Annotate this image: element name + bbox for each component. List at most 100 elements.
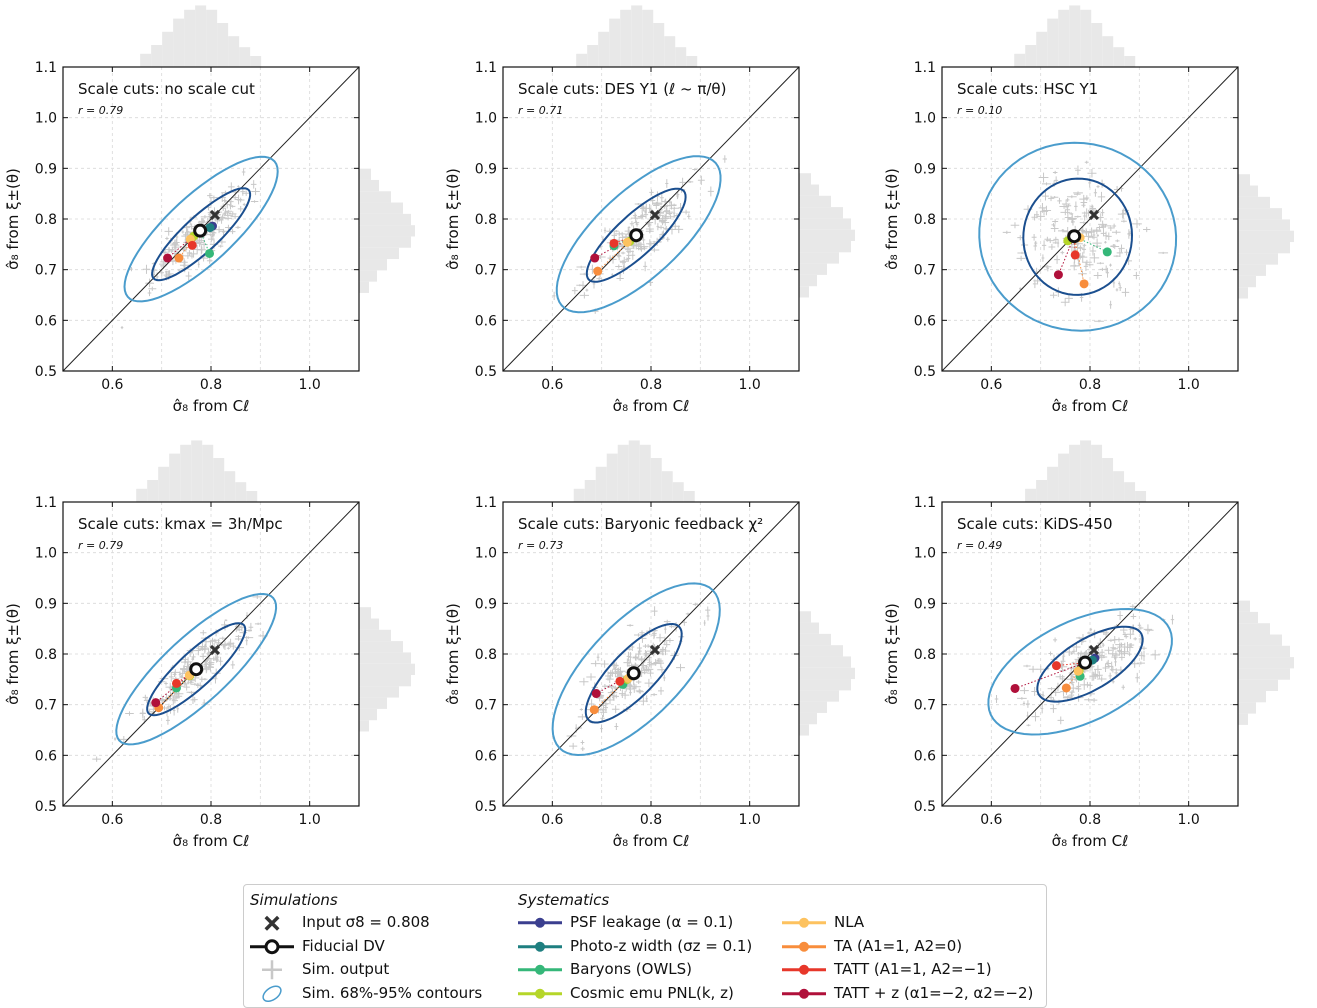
sim-point (1010, 222, 1020, 229)
x-axis-label: σ̂₈ from Cℓ (1052, 832, 1129, 850)
sim-point (1120, 642, 1123, 648)
sim-point (234, 637, 243, 641)
y-tick-label: 0.8 (914, 212, 936, 228)
sim-point (228, 198, 234, 206)
histogram-bar (147, 480, 159, 502)
sim-point (1070, 264, 1081, 267)
x-tick-label: 0.8 (200, 377, 222, 393)
sim-point (1079, 679, 1089, 690)
sim-point (1118, 654, 1126, 661)
sim-point (223, 213, 233, 217)
histogram-bar (799, 286, 809, 298)
dot-errorbar-icon (518, 988, 562, 999)
histogram-bar (628, 440, 640, 502)
sim-point (599, 707, 608, 717)
sim-point (215, 218, 223, 221)
histogram-bar (1238, 645, 1290, 658)
sim-point (1052, 241, 1059, 244)
sim-point (615, 667, 626, 676)
sim-point (1133, 637, 1138, 641)
histogram-bar (1113, 47, 1125, 67)
sim-point (226, 638, 235, 648)
sim-point (1051, 223, 1056, 227)
sim-point (1117, 611, 1123, 621)
sim-point (1031, 213, 1038, 221)
sim-point (224, 209, 233, 213)
sim-point (1053, 637, 1058, 643)
sim-point (1105, 659, 1112, 667)
sim-point (1036, 665, 1045, 673)
sim-point (640, 667, 649, 674)
sim-point (1100, 224, 1111, 228)
sim-point (703, 620, 706, 626)
contour-68 (585, 187, 687, 283)
systematic-point (205, 248, 215, 258)
histogram-bar (672, 482, 684, 502)
legend-item-tatt-z: TATT + z (α1=−2, α2=−2) (782, 982, 1033, 1006)
input-marker (209, 209, 221, 221)
legend: Simulations Input σ8 = 0.808 Fiducial DV… (243, 884, 1047, 1008)
histogram-bar (162, 31, 174, 67)
sim-point (1082, 243, 1087, 247)
sim-point (229, 211, 237, 217)
panel-5: 0.6 0.8 1.0 σ̂₈ from Cℓ 0.5 0.6 0.7 0.8 0.9 1.0 1.… (444, 440, 855, 850)
histogram-bar (661, 471, 673, 502)
legend-item-tatt: TATT (A1=1, A2=−1) (782, 958, 1033, 982)
sim-point (1092, 669, 1098, 680)
contour-68 (584, 622, 683, 724)
histogram-bar (631, 5, 643, 67)
histogram-bar (1047, 18, 1059, 68)
sim-point (1109, 263, 1112, 267)
side-histogram (359, 168, 415, 293)
sim-point (628, 652, 632, 663)
y-tick-label: 0.8 (914, 647, 936, 663)
sim-point (214, 654, 218, 660)
sim-point (1047, 687, 1056, 691)
sim-point (188, 690, 195, 695)
sim-point (1031, 711, 1040, 722)
panel-title: Scale cuts: DES Y1 (ℓ ~ π/θ) (518, 80, 726, 98)
sim-point (665, 179, 669, 188)
sim-point (653, 201, 660, 210)
sim-point (1118, 281, 1121, 286)
x-tick-label: 0.6 (101, 377, 123, 393)
sim-point (1121, 220, 1127, 223)
sim-point (219, 229, 228, 233)
sim-point (638, 242, 644, 251)
sim-point (237, 185, 240, 188)
sim-point (1052, 170, 1058, 175)
legend-simulations-heading: Simulations (250, 891, 338, 909)
legend-label: TA (A1=1, A2=0) (834, 936, 963, 955)
histogram-bar (1080, 440, 1092, 502)
sim-point (636, 689, 644, 694)
sim-point (600, 725, 603, 733)
y-axis-label: σ̂₈ from ξ±(θ) (4, 168, 22, 270)
histogram-bar (1036, 31, 1048, 67)
histogram-bar (359, 179, 379, 192)
legend-label: Photo-z width (σz = 0.1) (570, 936, 753, 955)
x-axis-label: σ̂₈ from Cℓ (1052, 397, 1129, 415)
panel-3: 0.6 0.8 1.0 σ̂₈ from Cℓ 0.5 0.6 0.7 0.8 0.9 1.0 1.… (883, 5, 1294, 415)
y-tick-label: 1.0 (475, 111, 497, 127)
x-axis: 0.6 0.8 1.0 σ̂₈ from Cℓ (541, 502, 761, 850)
panel-1: 0.6 0.8 1.0 σ̂₈ from Cℓ 0.5 0.6 0.7 0.8 0.9 1.0 1.… (4, 5, 415, 415)
systematic-point (174, 253, 184, 263)
systematic-point (163, 253, 173, 263)
sim-point (619, 259, 626, 265)
histogram-bar (1238, 264, 1266, 276)
sim-point (1136, 661, 1145, 665)
contour-95 (551, 582, 721, 757)
histogram-bar (576, 53, 588, 67)
histogram-bar (799, 645, 843, 657)
sim-point (636, 651, 642, 657)
histogram-bar (683, 491, 695, 502)
sim-point (663, 225, 669, 232)
histogram-bar (799, 252, 839, 264)
sim-point (197, 261, 200, 268)
sim-point (1130, 613, 1137, 620)
x-tick-label: 0.8 (200, 812, 222, 828)
sim-point (1086, 263, 1094, 267)
sim-point (596, 276, 602, 281)
sim-point (607, 669, 614, 676)
sim-point (635, 680, 642, 685)
